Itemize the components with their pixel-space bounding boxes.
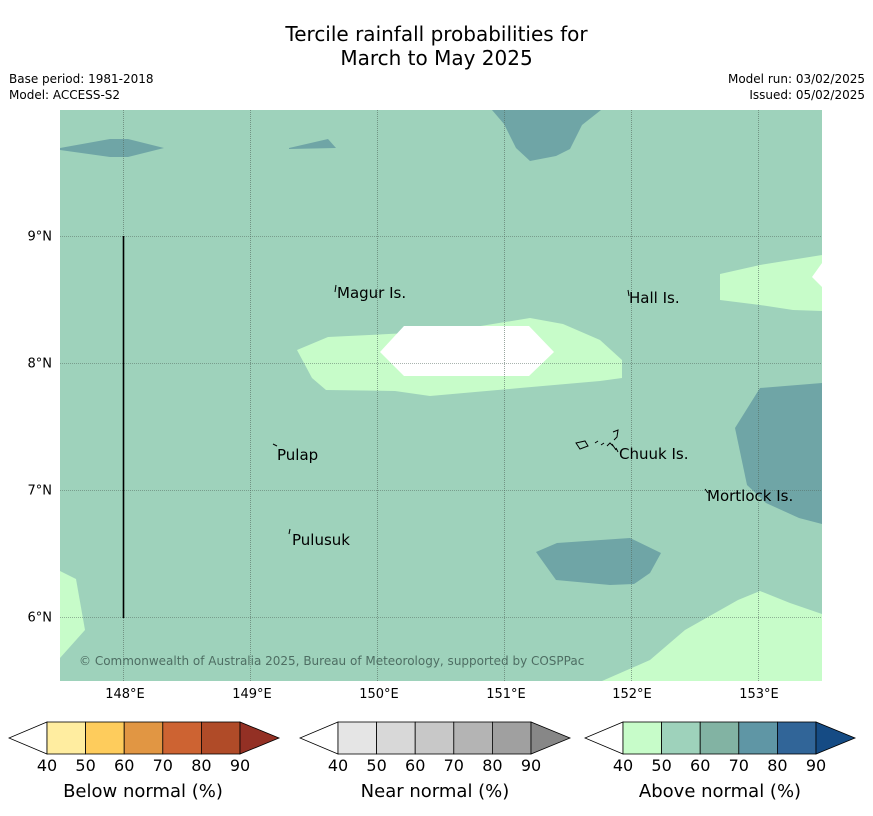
below-cb-tick-70: 70 [152,756,173,775]
above-cb-upper-extend [815,721,857,755]
x-tick-151e: 151°E [486,687,526,702]
light-patch-top-right [720,255,822,311]
below-cb-box-0 [46,721,86,755]
meta-left: Base period: 1981-2018 Model: ACCESS-S2 [9,71,154,103]
above-cb-tick-40: 40 [612,756,634,775]
gridlines [60,110,822,681]
below-cb-lower-extend [8,721,48,755]
near-cb-lower-extend [299,721,339,755]
y-tick-6n: 6°N [27,610,53,626]
above-cb-box-3 [738,721,778,755]
pulap-island [272,443,278,447]
below-cb-tick-90: 90 [229,756,251,775]
above-cb-box-0 [622,721,662,755]
model-name: Model: ACCESS-S2 [9,88,121,102]
near-cb-tick-50: 50 [366,756,387,775]
label-hall: Hall Is. [629,289,680,307]
base-period: Base period: 1981-2018 [9,72,154,86]
above-cb-lower-extend [584,721,624,755]
below-cb-upper-extend [239,721,281,755]
label-pulap: Pulap [277,446,319,464]
below-cb-tick-60: 60 [114,756,135,775]
model-run: Model run: 03/02/2025 [727,72,865,86]
near-cb-tick-80: 80 [482,756,503,775]
label-mortlock: Mortlock Is. [707,487,794,505]
near-cb-box-2 [414,721,455,755]
below-cb-tick-40: 40 [36,756,58,775]
islands [272,284,709,535]
above-cb-tick-80: 80 [767,756,788,775]
below-cb-box-2 [123,721,164,755]
above-cb-box-2 [699,721,740,755]
label-magur: Magur Is. [337,284,407,302]
below-cb-tick-50: 50 [75,756,96,775]
x-tick-152e: 152°E [612,687,652,702]
white-patch-center [380,326,554,376]
below-cb-box-3 [162,721,202,755]
near-cb-box-1 [376,721,416,755]
below-cb-box-4 [200,721,241,755]
colorbar-below-normal [8,721,281,755]
x-tick-148e: 148°E [105,687,145,702]
label-below-normal: Below normal (%) [63,781,223,802]
colorbar-above-normal [584,721,857,755]
label-near-normal: Near normal (%) [360,781,510,802]
issued-date: Issued: 05/02/2025 [749,88,865,102]
hall-island [627,289,630,297]
near-cb-tick-70: 70 [443,756,464,775]
pulusuk-island [288,528,291,535]
dark-patch-top-small [289,139,336,149]
below-cb-tick-80: 80 [191,756,212,775]
label-pulusuk: Pulusuk [292,531,350,549]
title-line-1: Tercile rainfall probabilities for [285,22,588,46]
y-tick-7n: 7°N [27,483,53,499]
rainfall-map [60,110,822,681]
dark-patch-bottom [536,538,661,585]
y-tick-8n: 8°N [27,356,53,372]
mortlock-island [704,488,709,494]
light-patch-bottom-left [60,571,85,658]
below-cb-box-1 [85,721,125,755]
x-tick-150e: 150°E [359,687,399,702]
magur-island [334,284,337,293]
above-cb-box-4 [776,721,817,755]
near-cb-tick-40: 40 [327,756,349,775]
near-cb-tick-90: 90 [520,756,542,775]
chart-title: Tercile rainfall probabilities for March… [0,22,873,70]
map-background [60,110,822,681]
near-cb-box-3 [453,721,493,755]
x-tick-153e: 153°E [739,687,779,702]
white-patch-top-right [812,263,822,287]
meta-right: Model run: 03/02/2025 Issued: 05/02/2025 [728,71,865,103]
above-cb-tick-60: 60 [690,756,711,775]
near-cb-box-4 [491,721,532,755]
above-cb-tick-70: 70 [728,756,749,775]
title-line-2: March to May 2025 [340,46,533,70]
light-patch-bottom-right [602,591,822,681]
dark-patch-right [735,383,822,524]
above-cb-tick-90: 90 [805,756,827,775]
above-cb-tick-50: 50 [651,756,672,775]
label-chuuk: Chuuk Is. [619,445,689,463]
above-cb-box-1 [661,721,701,755]
colorbar-near-normal [299,721,572,755]
y-tick-9n: 9°N [27,229,53,245]
dark-patch-top-left [60,139,164,157]
near-cb-box-0 [337,721,377,755]
chuuk-lagoon [575,429,619,453]
x-tick-149e: 149°E [232,687,272,702]
dark-patch-top-center [492,110,601,161]
near-cb-tick-60: 60 [405,756,426,775]
label-above-normal: Above normal (%) [638,781,802,802]
copyright-notice: © Commonwealth of Australia 2025, Bureau… [79,654,585,668]
near-cb-upper-extend [530,721,572,755]
